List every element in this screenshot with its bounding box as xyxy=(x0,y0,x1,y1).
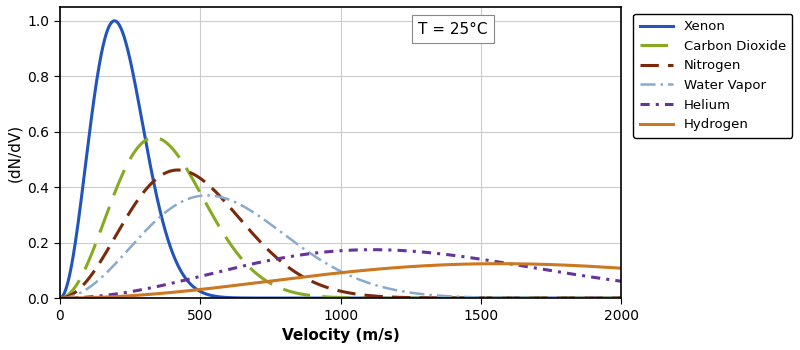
Helium xyxy=(367,247,377,252)
Xenon xyxy=(463,296,473,300)
Water Vapor xyxy=(202,193,212,197)
Helium xyxy=(322,250,331,254)
Carbon Dioxide xyxy=(599,296,609,300)
Hydrogen xyxy=(463,262,473,266)
Hydrogen xyxy=(55,296,65,300)
Water Vapor xyxy=(571,296,581,300)
Nitrogen xyxy=(599,296,609,300)
Nitrogen xyxy=(463,296,473,300)
Nitrogen xyxy=(55,296,65,300)
Helium xyxy=(295,253,305,257)
Water Vapor xyxy=(55,296,65,300)
Hydrogen xyxy=(617,266,626,270)
Y-axis label: (dN/dV): (dN/dV) xyxy=(7,124,22,182)
Carbon Dioxide xyxy=(322,295,331,299)
Line: Water Vapor: Water Vapor xyxy=(60,195,622,298)
Hydrogen xyxy=(599,265,609,269)
Carbon Dioxide xyxy=(55,296,65,300)
Xenon xyxy=(291,296,301,300)
Nitrogen xyxy=(322,285,331,289)
Water Vapor xyxy=(599,296,609,300)
Carbon Dioxide xyxy=(295,292,305,296)
Water Vapor xyxy=(322,261,331,266)
Xenon xyxy=(599,296,609,300)
Helium xyxy=(463,255,473,259)
Helium xyxy=(617,279,626,284)
Xenon xyxy=(295,296,305,300)
Nitrogen xyxy=(617,296,626,300)
X-axis label: Velocity (m/s): Velocity (m/s) xyxy=(282,328,399,343)
Helium xyxy=(55,296,65,300)
Carbon Dioxide xyxy=(571,296,581,300)
Hydrogen xyxy=(494,261,504,266)
Xenon xyxy=(110,19,119,23)
Line: Carbon Dioxide: Carbon Dioxide xyxy=(60,138,622,298)
Line: Nitrogen: Nitrogen xyxy=(60,170,622,298)
Water Vapor xyxy=(617,296,626,300)
Helium xyxy=(291,254,301,258)
Water Vapor xyxy=(295,244,305,248)
Helium xyxy=(599,277,609,281)
Carbon Dioxide xyxy=(150,135,159,140)
Hydrogen xyxy=(322,272,331,276)
Xenon xyxy=(322,296,331,300)
Hydrogen xyxy=(571,264,581,268)
Carbon Dioxide xyxy=(617,296,626,300)
Nitrogen xyxy=(571,296,581,300)
Text: T = 25°C: T = 25°C xyxy=(418,21,488,36)
Hydrogen xyxy=(295,275,305,279)
Helium xyxy=(571,273,581,277)
Hydrogen xyxy=(291,276,301,280)
Carbon Dioxide xyxy=(291,291,301,295)
Carbon Dioxide xyxy=(463,296,473,300)
Nitrogen xyxy=(295,273,305,277)
Xenon xyxy=(617,296,626,300)
Xenon xyxy=(571,296,581,300)
Nitrogen xyxy=(291,270,301,274)
Nitrogen xyxy=(173,168,182,172)
Line: Xenon: Xenon xyxy=(60,21,622,298)
Water Vapor xyxy=(291,241,301,245)
Water Vapor xyxy=(463,295,473,299)
Line: Hydrogen: Hydrogen xyxy=(60,264,622,298)
Xenon xyxy=(55,296,65,300)
Line: Helium: Helium xyxy=(60,250,622,298)
Legend: Xenon, Carbon Dioxide, Nitrogen, Water Vapor, Helium, Hydrogen: Xenon, Carbon Dioxide, Nitrogen, Water V… xyxy=(634,14,793,138)
